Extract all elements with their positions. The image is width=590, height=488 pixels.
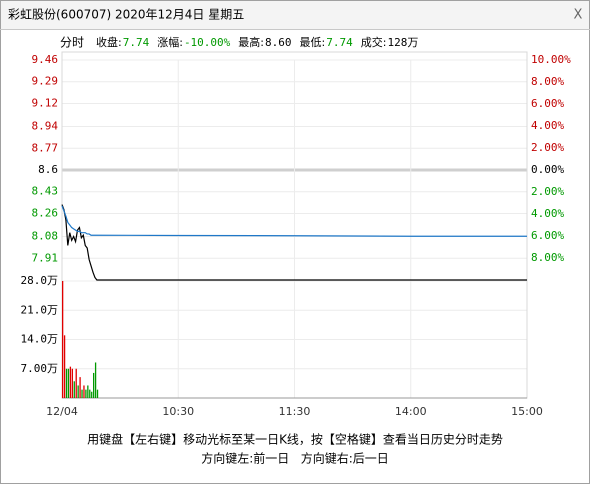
info-row: 收盘: 7.74 涨幅: -10.00% 最高: 8.60 最低: 7.74 成交: 128万 [96,35,418,49]
title-bar [1,1,589,29]
y2-tick-label: 6.00% [531,229,564,242]
info-label: 最高: [238,35,264,49]
volume-tick-label: 14.0万 [21,333,59,346]
volume-bar [62,281,64,398]
tab-label: 分时 [60,36,84,50]
series-line [61,205,527,237]
footer-keys: 方向键左:前一日 方向键右:后一日 [201,451,389,466]
volume-bar [67,368,70,398]
info-value: -10.00% [184,36,231,49]
x-tick-label: 10:30 [162,405,194,418]
y2-tick-label: 10.00% [531,53,571,66]
volume-bar [94,362,97,398]
volume-bar [91,391,93,398]
info-label: 最低: [300,36,326,49]
x-tick-label: 11:30 [279,405,311,418]
info-label: 收盘: [96,35,122,49]
y-tick-label: 8.43 [32,185,59,198]
volume-bar [83,385,85,398]
info-value: 8.60 [265,36,292,49]
close-button[interactable]: X [574,8,583,23]
plot: 9.46 9.29 9.12 8.94 8.77 8.6 8.43 8.26 8.08 7.91 1… [21,51,571,418]
x-tick-label: 12/04 [46,405,78,418]
volume-tick-label: 28.0万 [21,274,59,287]
volume-tick-label: 7.00万 [21,362,59,375]
info-value: 128万 [387,36,418,49]
volume-bar [93,372,95,398]
info-label: 涨幅: [157,36,183,49]
volume-bar [96,389,99,398]
y-tick-label: 7.91 [32,251,59,264]
volume-bar [65,368,68,398]
y-tick-label: 8.77 [32,141,59,154]
volume-bar [79,377,81,398]
y-tick-label: 9.29 [32,75,59,88]
y-tick-label: 8.08 [32,230,59,243]
y-tick-label: 8.6 [38,163,58,176]
x-tick-label: 14:00 [395,405,427,418]
y2-tick-label: 2.00% [531,141,564,154]
y-tick-label: 9.46 [32,53,59,66]
volume-bar [73,381,75,398]
volume-bar [77,385,79,398]
y2-tick-label: 4.00% [531,207,564,220]
y2-tick-label: 6.00% [531,97,564,110]
series-line [61,204,527,281]
info-value: 7.74 [326,36,353,49]
volume-bar [69,366,72,398]
volume-bar [89,389,91,398]
y2-tick-label: 8.00% [531,251,564,264]
y2-tick-label: 2.00% [531,185,564,198]
volume-bar [81,389,83,398]
x-tick-label: 15:00 [511,405,543,418]
volume-bar [63,335,66,398]
y-tick-label: 8.26 [32,206,59,219]
volume-bar [71,368,73,398]
volume-bar [75,368,77,398]
y2-tick-label: 8.00% [531,75,564,88]
info-label: 成交: [361,35,387,49]
footer-hint: 用键盘【左右键】移动光标至某一日K线，按【空格键】查看当日历史分时走势 [87,432,503,447]
window-title: 彩虹股份(600707) 2020年12月4日 星期五 [8,8,244,22]
y-tick-label: 8.94 [32,120,59,133]
y-tick-label: 9.12 [32,96,59,109]
volume-tick-label: 21.0万 [21,303,59,316]
volume-bar [87,385,89,398]
y2-tick-label: 4.00% [531,119,564,132]
volume-bar [85,389,87,398]
info-value: 7.74 [123,36,150,49]
y2-tick-label: 0.00% [531,163,564,176]
